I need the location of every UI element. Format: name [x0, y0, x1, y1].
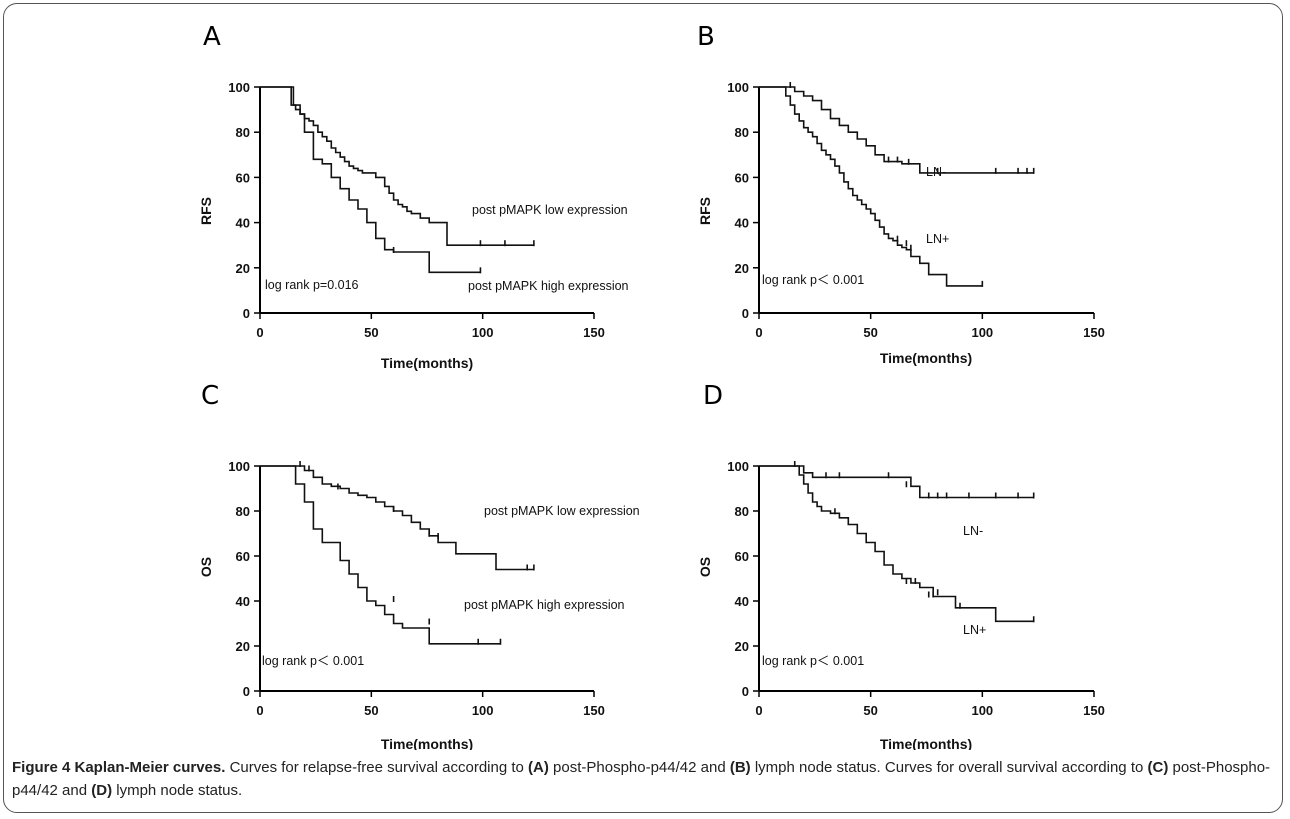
panel-a-y-tick-label: 40	[236, 216, 250, 231]
panel-b-xlabel: Time(months)	[880, 350, 972, 366]
panel-a-y-tick-label: 60	[236, 170, 250, 185]
panel-d-x-tick-label: 150	[1083, 703, 1105, 718]
panel-b-y-tick-label: 40	[735, 216, 749, 231]
panel-d-y-tick-label: 0	[742, 684, 749, 699]
panel-b-y-tick-label: 100	[727, 80, 749, 95]
panel-a-xlabel: Time(months)	[381, 355, 473, 371]
panel-letter-c: C	[201, 381, 219, 411]
caption-text-3: lymph node status. Curves for overall su…	[750, 759, 1148, 776]
panel-letter-b: B	[697, 22, 715, 52]
panel-a-plot: 0 20 40 60 80 100 0 50 100 150	[228, 80, 605, 340]
panel-c-ylabel: OS	[198, 557, 214, 577]
panel-d-y-tick-label: 80	[735, 504, 749, 519]
caption-text-4: post-Phospho-p44/42 and	[12, 759, 1271, 799]
panel-d-y-tick-label: 60	[735, 549, 749, 564]
panel-b-y-tick-label: 80	[735, 125, 749, 140]
panel-c-y-tick-label: 60	[236, 549, 250, 564]
panel-a-y-tick-label: 0	[243, 306, 250, 321]
panel-a: A RFS Time(months) post pMAPK low expres…	[198, 22, 629, 371]
panel-c-logrank: log rank p＜ 0.001	[262, 654, 364, 668]
caption-ref-b: (B)	[729, 759, 751, 776]
panel-b-x-tick-label: 50	[863, 325, 877, 340]
panel-c-annotation-low: post pMAPK low expression	[484, 504, 640, 518]
panel-c-curve-1	[260, 465, 534, 571]
panel-b-curve-2	[759, 86, 983, 287]
panel-b-annotation-ln-pos: LN+	[926, 232, 949, 246]
panel-a-y-tick-label: 80	[236, 125, 250, 140]
panel-c-x-tick-label: 50	[364, 703, 378, 718]
panel-b-y-tick-label: 60	[735, 170, 749, 185]
panel-a-annotation-high: post pMAPK high expression	[468, 279, 629, 293]
panel-d-ylabel: OS	[697, 557, 713, 577]
panel-b-x-tick-label: 150	[1083, 325, 1105, 340]
panel-c-y-tick-label: 40	[236, 594, 250, 609]
caption-ref-a: (A)	[528, 759, 549, 776]
panel-c-y-tick-label: 100	[228, 459, 250, 474]
panel-c-plot: 0 20 40 60 80 100 0 50 100 150	[228, 459, 605, 718]
panel-d-x-tick-label: 50	[863, 703, 877, 718]
panel-b-y-tick-label: 0	[742, 306, 749, 321]
panel-b: B RFS Time(months) LN- LN+ log rank p＜ 0…	[697, 22, 1105, 366]
panel-c-y-tick-label: 80	[236, 504, 250, 519]
panel-a-logrank: log rank p=0.016	[265, 278, 359, 292]
figure-frame	[3, 3, 1283, 813]
panel-a-x-tick-label: 50	[364, 325, 378, 340]
panel-c-x-tick-label: 100	[472, 703, 494, 718]
panel-a-x-tick-label: 0	[256, 325, 263, 340]
panel-c-y-tick-label: 0	[243, 684, 250, 699]
panel-d-curve-1	[759, 465, 1034, 499]
panel-b-x-tick-label: 100	[971, 325, 993, 340]
panel-b-ylabel: RFS	[697, 197, 713, 225]
panel-d-y-tick-label: 20	[735, 639, 749, 654]
panel-d-xlabel: Time(months)	[880, 736, 972, 750]
panel-d-y-tick-label: 100	[727, 459, 749, 474]
panel-c-y-tick-label: 20	[236, 639, 250, 654]
kaplan-meier-figure: A RFS Time(months) post pMAPK low expres…	[198, 22, 1105, 750]
panel-b-plot: 0 20 40 60 80 100 0 50 100 150	[727, 80, 1105, 340]
panel-b-x-tick-label: 0	[755, 325, 762, 340]
panel-d-logrank: log rank p＜ 0.001	[762, 654, 864, 668]
panel-d-x-tick-label: 100	[971, 703, 993, 718]
panel-d-annotation-ln-pos: LN+	[963, 623, 986, 637]
panel-c-annotation-high: post pMAPK high expression	[464, 598, 625, 612]
panel-b-logrank: log rank p＜ 0.001	[762, 273, 864, 287]
caption-text-5: lymph node status.	[112, 782, 243, 799]
caption-ref-c: (C)	[1147, 759, 1169, 776]
panel-letter-a: A	[203, 22, 221, 52]
panel-d-annotation-ln-neg: LN-	[963, 524, 983, 538]
figure-caption: Figure 4 Kaplan-Meier curves. Curves for…	[12, 756, 1274, 802]
caption-text-1: Curves for relapse-free survival accordi…	[225, 759, 529, 776]
panel-a-curve-2	[260, 86, 481, 274]
panel-b-curve-1	[759, 86, 1034, 174]
panel-d-curve-2	[759, 465, 1034, 623]
panel-d-plot: 0 20 40 60 80 100 0 50 100 150	[727, 459, 1105, 718]
panel-c-x-tick-label: 0	[256, 703, 263, 718]
panel-c-xlabel: Time(months)	[381, 736, 473, 750]
panel-b-y-tick-label: 20	[735, 261, 749, 276]
panel-c: C OS Time(months) post pMAPK low express…	[198, 381, 640, 750]
panel-c-x-tick-label: 150	[583, 703, 605, 718]
panel-a-annotation-low: post pMAPK low expression	[472, 203, 628, 217]
panel-d-y-tick-label: 40	[735, 594, 749, 609]
panel-b-annotation-ln-neg: LN-	[926, 165, 946, 179]
caption-text-2: post-Phospho-p44/42 and	[548, 759, 730, 776]
panel-a-ylabel: RFS	[198, 197, 214, 225]
panel-c-curve-2	[260, 465, 501, 645]
panel-d: D OS Time(months) LN- LN+ log rank p＜ 0.…	[697, 381, 1105, 750]
panel-letter-d: D	[703, 381, 723, 411]
panel-a-x-tick-label: 150	[583, 325, 605, 340]
caption-label: Figure 4 Kaplan-Meier curves.	[12, 759, 226, 776]
panel-a-y-tick-label: 20	[236, 261, 250, 276]
panel-a-curve-1	[260, 86, 534, 246]
panel-a-x-tick-label: 100	[472, 325, 494, 340]
caption-ref-d: (D)	[91, 782, 113, 799]
panel-a-y-tick-label: 100	[228, 80, 250, 95]
panel-d-x-tick-label: 0	[755, 703, 762, 718]
